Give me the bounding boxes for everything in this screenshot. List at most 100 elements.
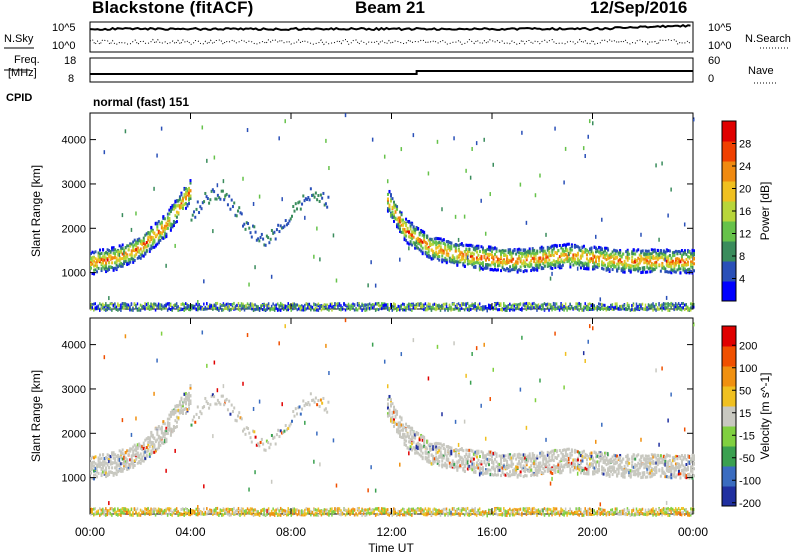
power-point (127, 248, 130, 252)
power-point (148, 307, 151, 311)
velocity-point (295, 509, 297, 513)
power-point (578, 246, 581, 250)
power-point (237, 307, 240, 311)
power-point (537, 259, 540, 263)
power-point (495, 250, 498, 254)
power-point (94, 262, 97, 266)
velocity-point (406, 432, 409, 436)
power-point (501, 263, 504, 267)
power-point (472, 265, 475, 269)
power-point (507, 303, 510, 307)
power-point (231, 304, 234, 308)
power-point (475, 244, 478, 248)
power-point (596, 262, 599, 266)
power-point (546, 304, 549, 308)
power-point (370, 260, 372, 265)
power-point (338, 307, 341, 311)
power-point (611, 263, 614, 267)
velocity-point (396, 511, 398, 515)
power-point (97, 251, 100, 255)
power-point (489, 248, 492, 252)
power-point (685, 271, 688, 275)
power-point (659, 256, 662, 260)
power-point (403, 308, 406, 312)
power-point (96, 307, 98, 311)
power-point (220, 189, 223, 193)
velocity-point (349, 513, 351, 517)
velocity-point (415, 509, 418, 513)
power-point (614, 255, 617, 259)
velocity-point (295, 511, 297, 515)
power-point (611, 305, 614, 309)
power-point (141, 254, 144, 258)
power-point (628, 303, 630, 307)
power-point (249, 307, 252, 311)
power-point (561, 253, 564, 257)
power-point (581, 245, 584, 249)
power-point (278, 304, 280, 308)
power-point (649, 259, 652, 263)
power-point (103, 264, 106, 268)
velocity-point (420, 449, 423, 453)
power-point (426, 234, 428, 239)
velocity-point (132, 449, 135, 453)
power-point (105, 302, 107, 306)
power-point (314, 303, 317, 307)
velocity-point (225, 511, 228, 515)
power-point (640, 303, 642, 307)
velocity-point (117, 453, 120, 457)
power-point (442, 306, 445, 310)
power-point (103, 252, 106, 256)
power-point (579, 266, 582, 270)
power-point (427, 245, 430, 249)
power-point (656, 258, 659, 262)
power-point (421, 240, 424, 244)
power-point (388, 306, 390, 310)
noise-traces (89, 23, 691, 46)
power-point (579, 256, 582, 260)
power-point (293, 305, 296, 309)
velocity-point (397, 421, 400, 425)
power-point (637, 269, 640, 273)
velocity-point (171, 410, 174, 414)
velocity-point (409, 513, 412, 517)
velocity-point (394, 510, 397, 514)
velocity-point (432, 462, 435, 466)
power-point (498, 303, 501, 307)
power-point (418, 302, 421, 306)
velocity-point (423, 440, 426, 444)
velocity-point (230, 508, 232, 512)
power-point (551, 262, 554, 266)
power-point (139, 308, 142, 312)
power-point (582, 250, 585, 254)
power-point (153, 302, 155, 306)
power-point (169, 302, 172, 306)
power-point (561, 243, 564, 247)
power-point (114, 256, 117, 260)
power-point (450, 308, 452, 312)
velocity-point (142, 451, 145, 455)
power-point (386, 207, 389, 211)
power-point (604, 249, 607, 253)
velocity-point (278, 341, 280, 346)
power-point (224, 304, 226, 308)
power-point (268, 241, 271, 245)
power-point (510, 305, 513, 309)
power-point (233, 301, 235, 305)
power-point (599, 248, 602, 252)
power-point (558, 263, 561, 267)
power-point (591, 257, 594, 261)
power-point (90, 305, 92, 309)
power-point (555, 244, 558, 248)
velocity-point (169, 431, 172, 435)
velocity-point (90, 463, 92, 467)
power-point (513, 304, 516, 308)
velocity-point (198, 510, 201, 514)
velocity-point (361, 508, 363, 512)
power-point (183, 202, 186, 206)
velocity-point (151, 450, 154, 454)
power-point (111, 246, 114, 250)
power-point (478, 261, 481, 265)
power-point (536, 249, 539, 253)
power-point (308, 305, 311, 309)
